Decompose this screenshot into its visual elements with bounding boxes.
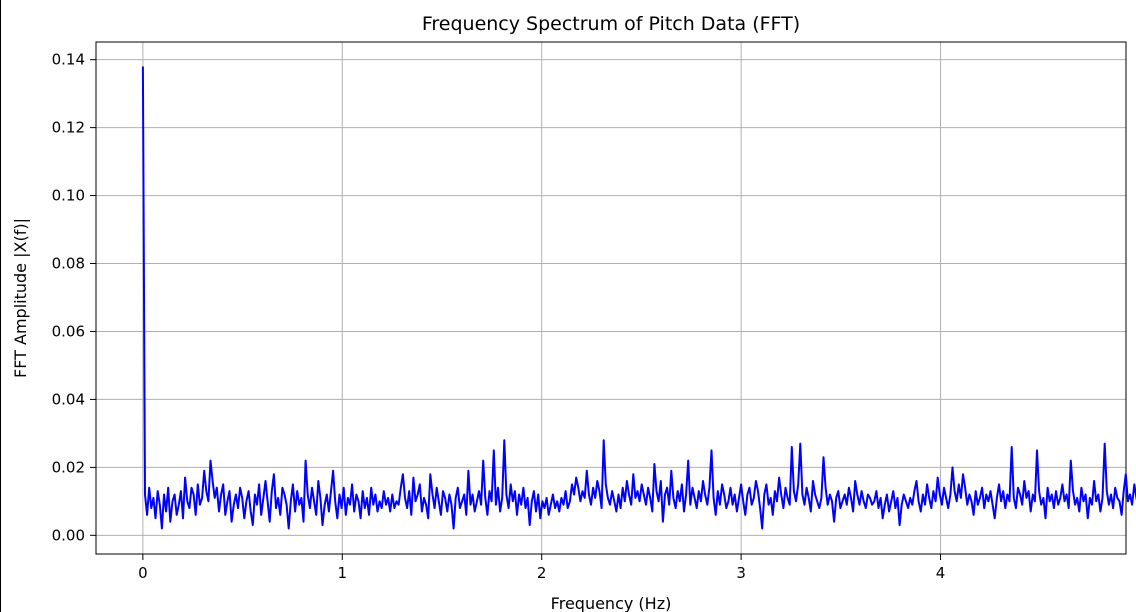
y-tick-label: 0.06 (52, 322, 85, 340)
x-tick-label: 0 (138, 564, 148, 582)
y-tick-label: 0.08 (52, 255, 85, 273)
x-axis-label: Frequency (Hz) (551, 594, 672, 612)
y-tick-label: 0.14 (52, 51, 85, 69)
y-tick-label: 0.04 (52, 390, 85, 408)
axis-ticks: 0 1 2 3 4 0.00 0.02 0.04 0.06 0.08 0.10 0.12 0.14 (52, 51, 946, 582)
y-tick-label: 0.10 (52, 187, 85, 205)
fft-amplitude-line (141, 66, 1136, 530)
x-tick-label: 4 (936, 564, 946, 582)
x-tick-label: 2 (537, 564, 547, 582)
y-axis-label: FFT Amplitude |X(f)| (11, 218, 30, 378)
y-tick-label: 0.02 (52, 458, 85, 476)
window-edge (0, 0, 1, 612)
y-tick-label: 0.00 (52, 526, 85, 544)
plot-area-frame (95, 41, 1127, 555)
x-tick-label: 1 (338, 564, 348, 582)
x-tick-label: 3 (736, 564, 746, 582)
y-tick-label: 0.12 (52, 119, 85, 137)
chart-title: Frequency Spectrum of Pitch Data (FFT) (422, 13, 800, 35)
grid-lines (96, 42, 1126, 554)
